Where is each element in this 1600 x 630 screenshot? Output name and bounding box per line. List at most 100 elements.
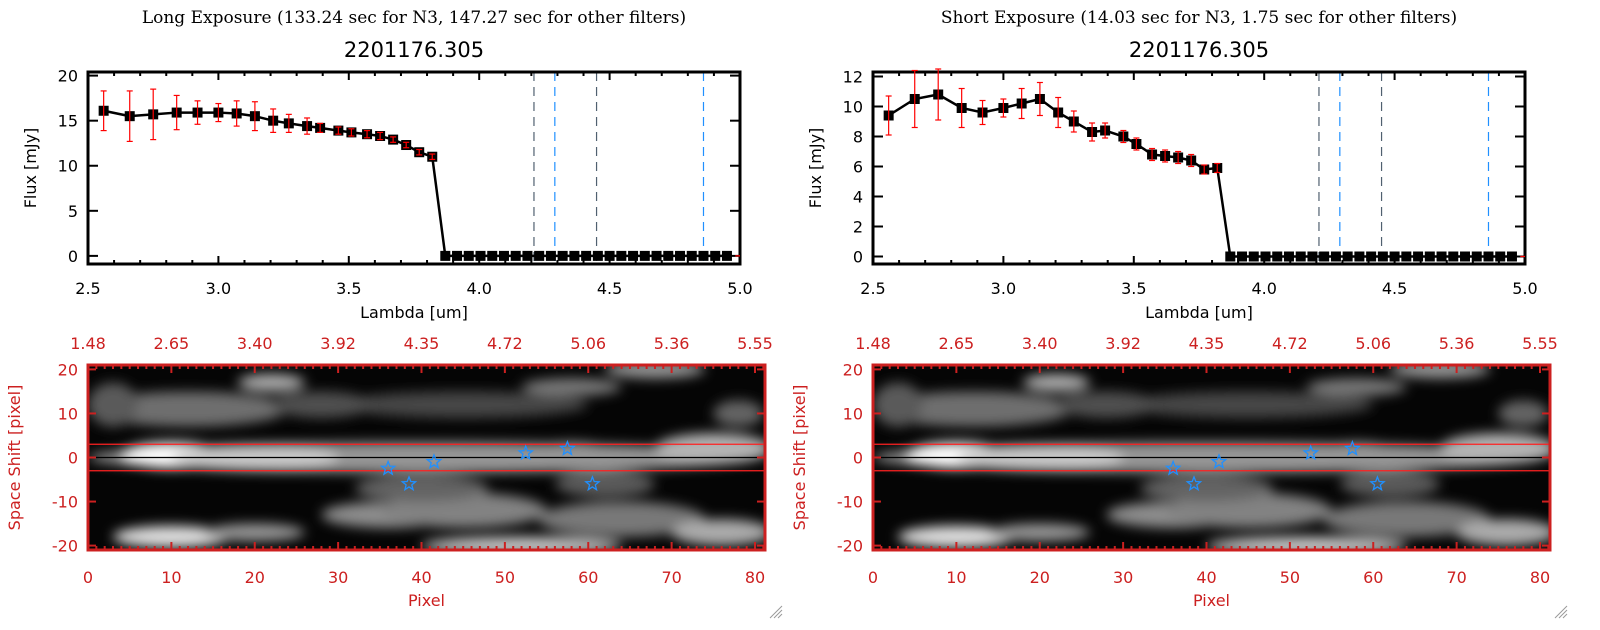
x-tick-label: 5.0 [1512,279,1537,298]
grip-line [1558,609,1568,619]
data-point [1342,251,1353,262]
data-point [534,250,545,261]
object-id: 2201176.305 [344,38,484,62]
star-marker [1164,459,1182,476]
star-marker [584,475,601,492]
image-blob [521,378,622,396]
x-tick-label: 4.0 [466,279,491,298]
wavelength-tick-label: 4.35 [1189,334,1225,353]
data-point [675,250,686,261]
y-tick-label: 10 [843,404,863,423]
plot-frame [871,70,1527,266]
y-axis-label: Space Shift [pixel] [5,385,24,531]
x-axis-label: Lambda [um] [1145,303,1253,322]
image-blob [1206,536,1407,550]
y-tick-label: 4 [853,188,863,207]
image-blob [1164,492,1332,528]
y-tick-label: 8 [853,128,863,147]
y-tick-label: -10 [837,493,863,512]
grip-line [1562,613,1568,619]
image-blob [1498,400,1549,427]
wavelength-tick-label: 5.36 [1439,334,1475,353]
x-tick-label: 40 [1196,568,1216,587]
wavelength-tick-label: 3.40 [1022,334,1058,353]
wavelength-tick-label: 5.06 [570,334,606,353]
y-axis-label: Flux [mJy] [21,128,40,209]
x-tick-label: 3.0 [206,279,231,298]
image-blob [271,391,372,418]
data-point [1319,251,1330,262]
data-point [1307,251,1318,262]
image-pixels [873,365,1550,550]
wavelength-tick-label: 4.72 [1272,334,1308,353]
image-blob [88,391,289,427]
data-point [639,250,650,261]
star-marker [1369,475,1386,492]
data-point [498,250,509,261]
y-tick-label: -20 [837,537,863,556]
wavelength-tick-label: 1.48 [855,334,891,353]
data-point [452,250,463,261]
y-tick-label: -20 [52,537,78,556]
data-point [1248,251,1259,262]
data-point [686,250,697,261]
x-axis-label: Pixel [1193,591,1230,610]
grip-line [773,609,783,619]
x-tick-label: 20 [1030,568,1050,587]
image-blob [1056,391,1157,418]
grip-line [777,613,783,619]
plot-title: Short Exposure (14.03 sec for N3, 1.75 s… [941,8,1457,28]
data-point [1424,251,1435,262]
data-point [1377,251,1388,262]
image-blob [554,470,655,498]
wavelength-tick-label: 3.92 [1105,334,1141,353]
image-blob [989,523,1090,542]
image-blob [421,536,622,550]
y-axis-label: Flux [mJy] [806,128,825,209]
data-point [475,250,486,261]
y-tick-label: 20 [843,360,863,379]
spectrum-plot-long: Long Exposure (133.24 sec for N3, 147.27… [21,8,753,322]
star-marker [400,475,418,492]
image-blob [604,365,705,379]
x-tick-label: 60 [578,568,598,587]
wavelength-tick-label: 3.40 [237,334,273,353]
star-marker [379,459,397,476]
y-tick-label: 20 [58,360,78,379]
x-axis-label: Pixel [408,591,445,610]
x-tick-label: 10 [161,568,181,587]
y-tick-label: 20 [58,67,78,86]
y-tick-label: -10 [52,493,78,512]
object-id: 2201176.305 [1129,38,1269,62]
x-tick-label: 80 [1530,568,1550,587]
data-point [1272,251,1283,262]
x-tick-label: 5.0 [727,279,752,298]
image-blob [1123,391,1374,418]
resize-grip-icon[interactable] [769,605,783,619]
x-tick-label: 2.5 [75,279,100,298]
data-point [510,250,521,261]
x-tick-label: 40 [411,568,431,587]
image-blob [238,373,305,392]
star-marker [1185,475,1203,492]
grip-line [1554,605,1568,619]
data-point [1295,251,1306,262]
x-tick-label: 50 [495,568,515,587]
image-blob [538,501,705,537]
x-tick-label: 30 [1113,568,1133,587]
x-tick-label: 2.5 [860,279,885,298]
resize-grip-icon[interactable] [1554,605,1568,619]
image-blob [713,400,764,427]
data-point [1389,251,1400,262]
x-tick-label: 4.5 [1382,279,1407,298]
data-point [463,250,474,261]
data-point [1448,251,1459,262]
data-point [1460,251,1471,262]
image-blob [654,433,765,465]
image-blob [671,519,765,546]
data-point [557,250,568,261]
y-tick-label: 0 [68,449,78,468]
data-point [1506,251,1517,262]
spectral-image-short: 0 1.48 10 2.65 20 3.40 30 3.92 40 4.35 50 4.72 60 5.0… [790,334,1568,619]
